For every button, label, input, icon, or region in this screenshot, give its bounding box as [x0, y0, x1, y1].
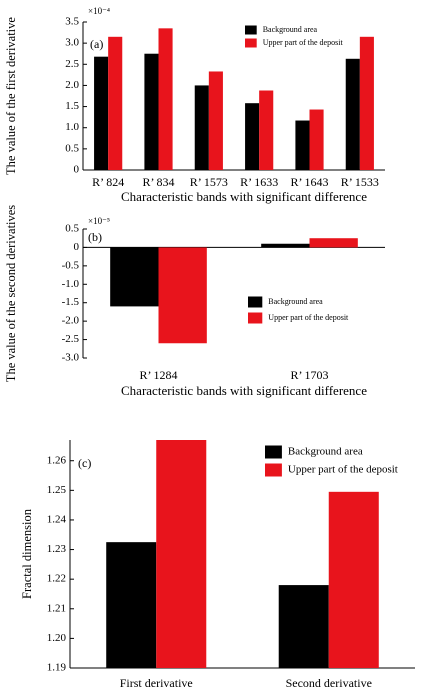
y-tick-label: 3.5 — [65, 16, 79, 28]
bar — [158, 28, 173, 170]
bar — [359, 36, 374, 170]
legend-label: Background area — [288, 446, 363, 458]
bar — [309, 109, 324, 170]
bar — [345, 58, 360, 170]
y-tick-label: 0 — [74, 164, 80, 176]
legend-label: Upper part of the deposit — [268, 313, 349, 322]
bar — [328, 491, 379, 668]
y-tick-label: 1.19 — [47, 662, 67, 674]
axis-multiplier: ×10⁻⁵ — [88, 216, 110, 226]
legend-swatch — [248, 312, 263, 324]
bar — [108, 36, 123, 170]
y-tick-label: 0.5 — [65, 223, 79, 235]
y-tick-label: -3.0 — [62, 352, 80, 364]
y-tick-label: 1.5 — [65, 100, 79, 112]
y-tick-label: 2.5 — [65, 58, 79, 70]
y-axis-label: The value of the first derivative — [4, 17, 18, 175]
x-tick-label: R’ 1643 — [290, 175, 328, 189]
y-tick-label: -2.5 — [62, 333, 80, 345]
x-tick-label: R’ 1633 — [240, 175, 278, 189]
y-tick-label: -0.5 — [62, 259, 80, 271]
y-tick-label: 1.22 — [47, 573, 66, 585]
legend-swatch — [245, 38, 257, 48]
x-tick-label: R’ 834 — [142, 175, 174, 189]
bar — [94, 56, 109, 170]
bar — [278, 585, 329, 668]
y-tick-label: 1.23 — [47, 543, 67, 555]
legend-swatch — [245, 25, 257, 35]
y-tick-label: 1.24 — [47, 513, 67, 525]
bar — [194, 85, 209, 170]
legend-swatch — [265, 445, 282, 459]
y-tick-label: 0 — [74, 241, 80, 253]
x-tick-label: First derivative — [120, 676, 193, 690]
x-axis-label: Characteristic bands with significant di… — [121, 383, 367, 398]
bar — [158, 247, 207, 344]
panel-label: (a) — [90, 37, 103, 51]
y-tick-label: -1.5 — [62, 296, 80, 308]
legend-swatch — [265, 463, 282, 477]
bar — [261, 243, 310, 248]
y-tick-label: 1.26 — [47, 454, 67, 466]
y-tick-label: 1.0 — [65, 121, 79, 133]
x-tick-label: R’ 824 — [92, 175, 124, 189]
bar — [106, 542, 157, 668]
x-tick-label: Second derivative — [286, 676, 372, 690]
y-tick-label: 1.20 — [47, 632, 67, 644]
x-tick-label: R’ 1573 — [190, 175, 228, 189]
bar — [110, 247, 159, 307]
x-tick-label: R’ 1533 — [341, 175, 379, 189]
panel-label: (b) — [88, 230, 102, 244]
x-tick-label: R’ 1284 — [139, 368, 177, 382]
legend-label: Upper part of the deposit — [288, 464, 398, 476]
legend-label: Background area — [268, 297, 323, 306]
axis-multiplier: ×10⁻⁴ — [88, 6, 110, 16]
bar — [144, 53, 159, 170]
legend-label: Upper part of the deposit — [263, 38, 344, 47]
legend-label: Background area — [263, 25, 318, 34]
x-axis-label: Characteristic bands with significant di… — [121, 189, 367, 204]
y-tick-label: 1.25 — [47, 484, 67, 496]
bar — [156, 440, 207, 668]
y-tick-label: 2.0 — [65, 79, 79, 91]
bar — [295, 120, 310, 170]
bar — [309, 238, 358, 248]
y-axis-label: Fractal dimension — [20, 508, 34, 599]
bar — [208, 71, 223, 170]
x-tick-label: R’ 1703 — [290, 368, 328, 382]
bar — [259, 90, 274, 170]
y-axis-label: The value of the second derivatives — [4, 205, 18, 382]
y-tick-label: 3.0 — [65, 37, 79, 49]
legend-swatch — [248, 296, 263, 308]
y-tick-label: 1.21 — [47, 602, 66, 614]
panel-label: (c) — [78, 456, 91, 470]
bar — [245, 103, 260, 170]
y-tick-label: 0.5 — [65, 142, 79, 154]
y-tick-label: -1.0 — [62, 278, 80, 290]
y-tick-label: -2.0 — [62, 315, 80, 327]
